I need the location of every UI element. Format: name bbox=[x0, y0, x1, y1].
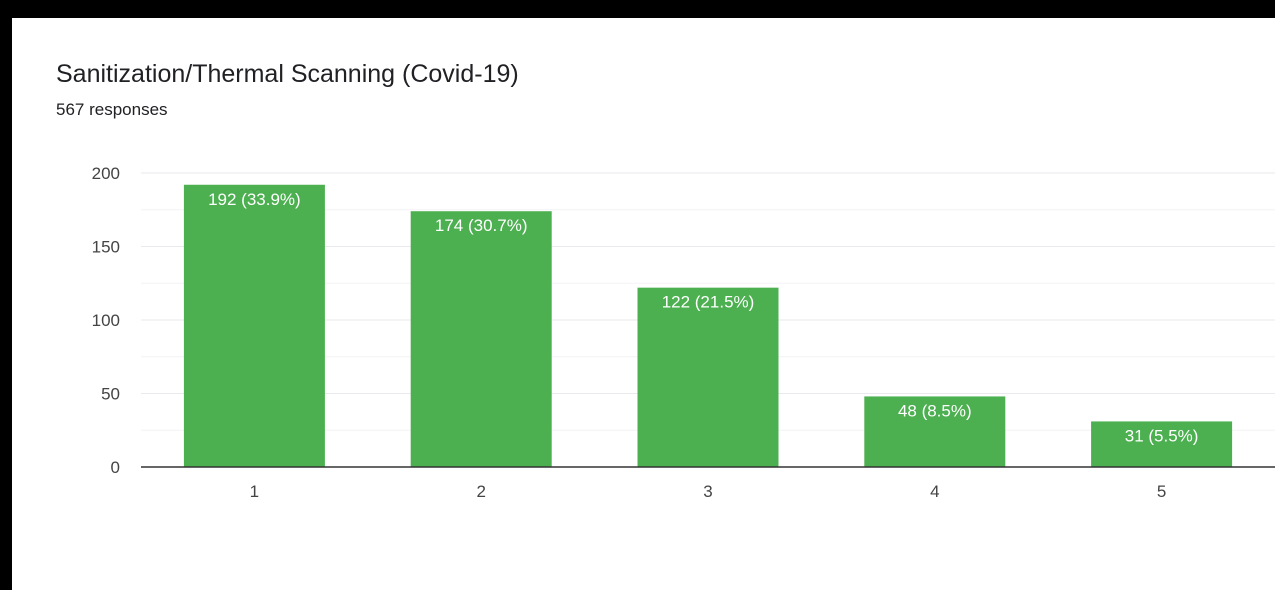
bar bbox=[410, 211, 552, 467]
x-tick-label: 3 bbox=[703, 482, 712, 501]
y-tick-label: 150 bbox=[92, 238, 120, 257]
x-tick-label: 2 bbox=[476, 482, 485, 501]
bar bbox=[183, 184, 325, 467]
bar-data-label: 192 (33.9%) bbox=[208, 190, 301, 209]
x-tick-label: 5 bbox=[1157, 482, 1166, 501]
y-tick-label: 100 bbox=[92, 311, 120, 330]
y-tick-label: 200 bbox=[92, 164, 120, 183]
bar-data-label: 48 (8.5%) bbox=[898, 401, 972, 420]
chart-card: Sanitization/Thermal Scanning (Covid-19)… bbox=[12, 18, 1275, 590]
bar-data-label: 31 (5.5%) bbox=[1125, 426, 1199, 445]
bar-data-label: 174 (30.7%) bbox=[435, 216, 528, 235]
bar-data-label: 122 (21.5%) bbox=[662, 293, 755, 312]
bar-chart: 0 50 100 150 200 192 (33.9%) 1 174 (30.7%) 2 122 … bbox=[92, 164, 1275, 501]
bar bbox=[864, 396, 1006, 467]
x-tick-label: 1 bbox=[250, 482, 259, 501]
y-tick-label: 0 bbox=[111, 458, 120, 477]
x-tick-label: 4 bbox=[930, 482, 939, 501]
bar bbox=[637, 287, 779, 467]
bar bbox=[1091, 421, 1233, 467]
chart-title: Sanitization/Thermal Scanning (Covid-19) bbox=[56, 60, 519, 88]
response-count: 567 responses bbox=[56, 100, 168, 119]
y-tick-label: 50 bbox=[101, 385, 120, 404]
